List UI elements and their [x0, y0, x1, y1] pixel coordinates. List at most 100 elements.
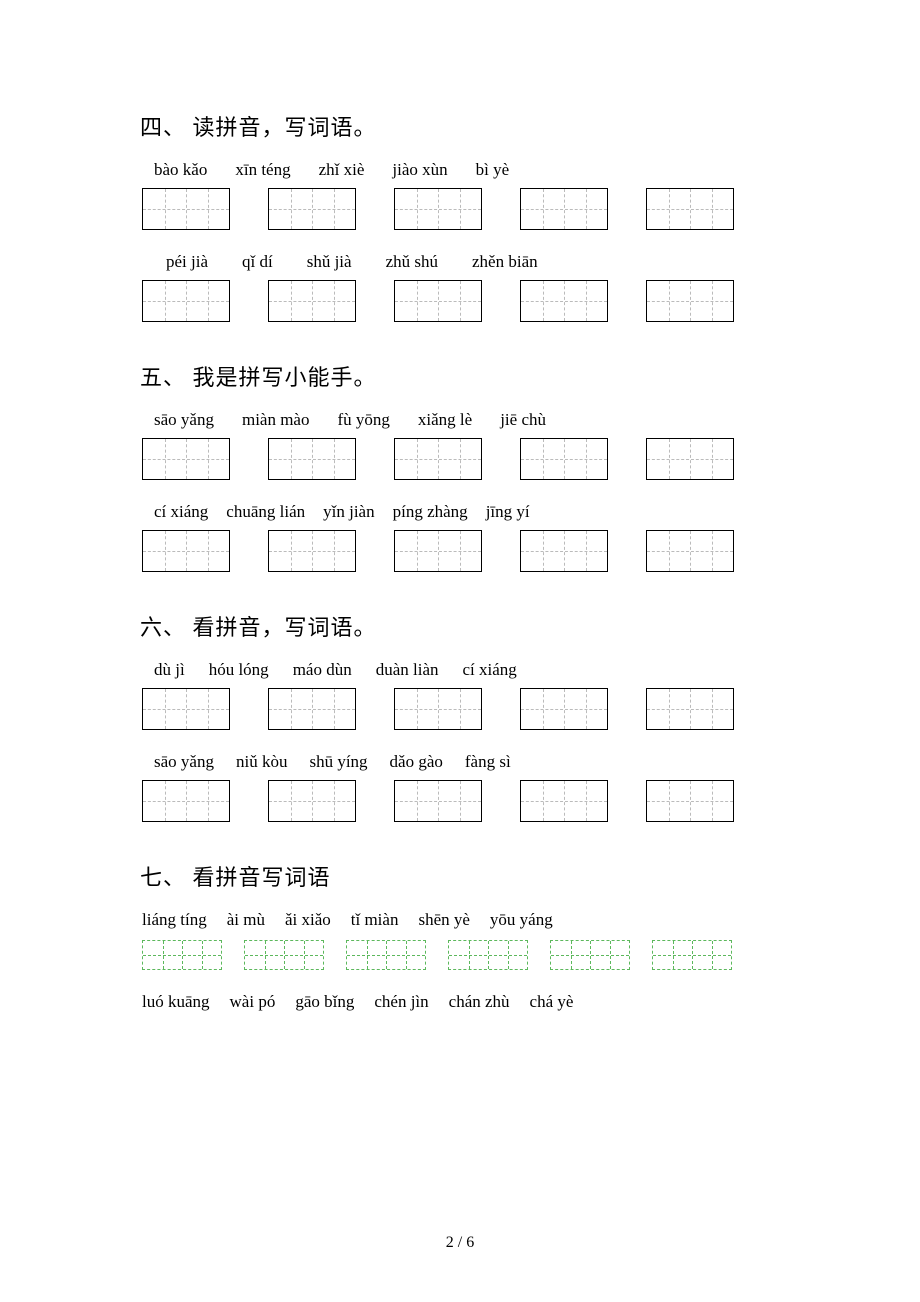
green-char-box [142, 940, 222, 970]
char-box [268, 188, 356, 230]
char-box [646, 780, 734, 822]
char-box [268, 530, 356, 572]
section-4-pinyin-row-2: péi jià qǐ dí shǔ jià zhǔ shú zhěn biān [140, 252, 780, 272]
char-box [394, 188, 482, 230]
pinyin-label: yōu yáng [490, 910, 553, 930]
green-char-box [652, 940, 732, 970]
char-box [394, 688, 482, 730]
pinyin-label: miàn mào [242, 410, 310, 430]
pinyin-label: duàn liàn [376, 660, 439, 680]
char-box [646, 280, 734, 322]
pinyin-label: ài mù [227, 910, 265, 930]
char-box [394, 530, 482, 572]
char-box [646, 688, 734, 730]
pinyin-label: qǐ dí [242, 252, 273, 272]
pinyin-label: shēn yè [418, 910, 469, 930]
pinyin-label: jiē chù [500, 410, 546, 430]
page-sep: / [454, 1234, 466, 1251]
section-7-pinyin-row-2: luó kuāng wài pó gāo bǐng chén jìn chán … [140, 992, 780, 1012]
char-box [268, 280, 356, 322]
char-box [142, 280, 230, 322]
section-5: 五、 我是拼写小能手。 sāo yǎng miàn mào fù yōng xi… [140, 360, 780, 572]
section-6-box-row-1 [140, 688, 780, 730]
pinyin-label: dǎo gào [390, 752, 443, 772]
char-box [520, 688, 608, 730]
pinyin-label: chuāng lián [226, 502, 305, 522]
section-7-title: 七、 看拼音写词语 [140, 860, 780, 892]
char-box [520, 530, 608, 572]
char-box [394, 280, 482, 322]
pinyin-label: fàng sì [465, 752, 511, 772]
char-box [142, 780, 230, 822]
char-box [520, 438, 608, 480]
pinyin-label: luó kuāng [142, 992, 210, 1012]
pinyin-label: xīn téng [235, 160, 290, 180]
char-box [646, 438, 734, 480]
pinyin-label: zhěn biān [472, 252, 538, 272]
green-char-box [244, 940, 324, 970]
char-box [394, 438, 482, 480]
green-char-box [448, 940, 528, 970]
pinyin-label: píng zhàng [393, 502, 468, 522]
section-5-pinyin-row-2: cí xiáng chuāng lián yǐn jiàn píng zhàng… [140, 502, 780, 522]
pinyin-label: chán zhù [449, 992, 510, 1012]
green-char-box [550, 940, 630, 970]
page-current: 2 [446, 1234, 454, 1251]
pinyin-label: jiào xùn [392, 160, 447, 180]
pinyin-label: liáng tíng [142, 910, 207, 930]
pinyin-label: jīng yí [486, 502, 530, 522]
section-7-box-row-1 [140, 940, 780, 970]
pinyin-label: bào kǎo [154, 160, 207, 180]
char-box [520, 188, 608, 230]
section-4-title: 四、 读拼音，写词语。 [140, 110, 780, 142]
section-4: 四、 读拼音，写词语。 bào kǎo xīn téng zhǐ xiè jià… [140, 110, 780, 322]
pinyin-label: cí xiáng [154, 502, 208, 522]
section-5-title: 五、 我是拼写小能手。 [140, 360, 780, 392]
pinyin-label: wài pó [230, 992, 276, 1012]
section-4-pinyin-row-1: bào kǎo xīn téng zhǐ xiè jiào xùn bì yè [140, 160, 780, 180]
page-total: 6 [466, 1234, 474, 1251]
char-box [268, 438, 356, 480]
char-box [646, 530, 734, 572]
char-box [646, 188, 734, 230]
pinyin-label: máo dùn [293, 660, 352, 680]
section-6: 六、 看拼音，写词语。 dù jì hóu lóng máo dùn duàn … [140, 610, 780, 822]
pinyin-label: xiǎng lè [418, 410, 472, 430]
pinyin-label: péi jià [166, 252, 208, 272]
pinyin-label: hóu lóng [209, 660, 269, 680]
section-4-box-row-2 [140, 280, 780, 322]
section-6-box-row-2 [140, 780, 780, 822]
char-box [394, 780, 482, 822]
page-footer: 2 / 6 [0, 1234, 920, 1252]
section-7-pinyin-row-1: liáng tíng ài mù ǎi xiǎo tǐ miàn shēn yè… [140, 910, 780, 930]
pinyin-label: ǎi xiǎo [285, 910, 331, 930]
pinyin-label: bì yè [476, 160, 510, 180]
pinyin-label: shǔ jià [307, 252, 352, 272]
section-6-pinyin-row-1: dù jì hóu lóng máo dùn duàn liàn cí xián… [140, 660, 780, 680]
pinyin-label: gāo bǐng [295, 992, 354, 1012]
pinyin-label: niǔ kòu [236, 752, 287, 772]
char-box [520, 780, 608, 822]
char-box [268, 780, 356, 822]
pinyin-label: tǐ miàn [351, 910, 399, 930]
section-5-box-row-1 [140, 438, 780, 480]
section-4-box-row-1 [140, 188, 780, 230]
pinyin-label: cí xiáng [463, 660, 517, 680]
char-box [142, 530, 230, 572]
section-5-box-row-2 [140, 530, 780, 572]
pinyin-label: chá yè [530, 992, 574, 1012]
char-box [142, 188, 230, 230]
pinyin-label: chén jìn [374, 992, 428, 1012]
char-box [268, 688, 356, 730]
char-box [520, 280, 608, 322]
pinyin-label: fù yōng [337, 410, 389, 430]
section-5-pinyin-row-1: sāo yǎng miàn mào fù yōng xiǎng lè jiē c… [140, 410, 780, 430]
pinyin-label: dù jì [154, 660, 185, 680]
section-6-pinyin-row-2: sāo yǎng niǔ kòu shū yíng dǎo gào fàng s… [140, 752, 780, 772]
pinyin-label: yǐn jiàn [323, 502, 374, 522]
char-box [142, 438, 230, 480]
pinyin-label: zhǐ xiè [319, 160, 365, 180]
char-box [142, 688, 230, 730]
pinyin-label: shū yíng [309, 752, 367, 772]
pinyin-label: sāo yǎng [154, 752, 214, 772]
